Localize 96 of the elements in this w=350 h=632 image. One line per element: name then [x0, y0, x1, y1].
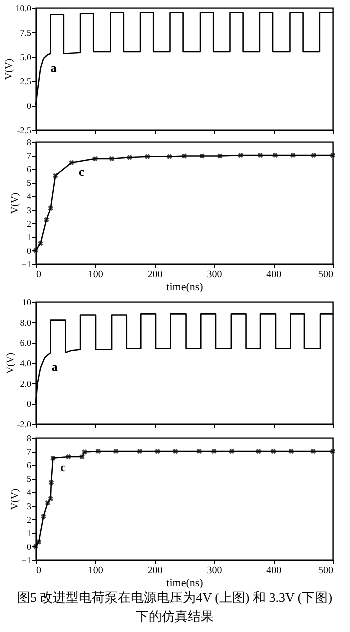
point [114, 448, 119, 454]
y-axis-title: V(V) [10, 488, 21, 510]
y-tick-label: 0 [27, 101, 32, 112]
point [137, 448, 143, 454]
y-tick-label: 10.0 [16, 4, 32, 14]
point [330, 152, 336, 158]
x-tick-label: 500 [318, 270, 334, 280]
x-tick-label: 200 [148, 566, 163, 576]
y-tick-label: 5 [27, 178, 32, 188]
y-tick-label: 0 [27, 399, 32, 410]
y-tick-label: 1 [27, 528, 32, 538]
x-tick-label: 0 [36, 270, 42, 280]
y-tick-label: 8 [27, 434, 32, 444]
point [41, 514, 46, 520]
caption: 图5 改进型电荷泵在电源电压为4V (上图) 和 3.3V (下图) 下的仿真结果 [16, 589, 334, 626]
point [69, 160, 74, 166]
y-tick-label: 4 [27, 488, 32, 498]
y-tick-label: −1 [22, 260, 32, 270]
point [330, 448, 336, 454]
x-tick-label: 100 [88, 270, 104, 280]
point [200, 154, 205, 159]
point [44, 217, 50, 223]
y-axis-title: V(V) [4, 58, 15, 80]
x-tick-label: 300 [207, 566, 222, 576]
y-tick-label: -2.5 [17, 126, 32, 136]
point [48, 480, 54, 486]
point [270, 448, 276, 454]
point [290, 152, 296, 158]
y-tick-label: 7 [27, 447, 32, 458]
point [311, 152, 317, 158]
y-tick-label: 0 [27, 246, 32, 256]
point [96, 448, 101, 454]
point [238, 152, 244, 158]
point [310, 448, 316, 454]
point [48, 206, 54, 212]
point [212, 448, 217, 454]
annotation: c [60, 460, 67, 474]
y-tick-label: 2.0 [20, 378, 32, 389]
x-tick-label: 0 [36, 566, 42, 576]
y-tick-label: 7 [27, 151, 32, 162]
point [172, 448, 178, 454]
point [167, 154, 172, 160]
y-tick-label: 8.0 [20, 318, 32, 328]
point [256, 448, 262, 454]
annotation: c [78, 165, 85, 180]
x-tick-label: 500 [318, 566, 334, 576]
y-tick-label: 10 [22, 298, 32, 308]
y-tick-label: 6 [27, 460, 32, 471]
point [196, 448, 202, 454]
annotation: a [50, 60, 57, 75]
y-tick-label: 2 [27, 218, 32, 229]
x-axis-title: time(ns) [166, 578, 204, 590]
y-tick-label: 6.0 [20, 338, 32, 348]
point [155, 448, 160, 454]
point [218, 154, 223, 159]
y-tick-label: 4 [27, 192, 32, 202]
y-tick-label: 0 [27, 542, 32, 552]
y-tick-label: 5.0 [20, 52, 32, 62]
x-tick-label: 400 [266, 270, 282, 280]
y-tick-label: 3 [27, 205, 32, 216]
annotation: a [52, 360, 58, 374]
point [52, 173, 58, 179]
y-tick-label: 8 [27, 138, 32, 148]
y-tick-label: 7.5 [20, 28, 32, 38]
point [258, 152, 264, 158]
point [229, 448, 235, 454]
y-tick-label: −1 [22, 556, 32, 566]
point [288, 448, 294, 454]
point [50, 456, 56, 461]
point [48, 496, 54, 502]
x-tick-label: 300 [207, 270, 222, 280]
x-tick-label: 100 [88, 566, 104, 576]
y-tick-label: 6 [27, 164, 32, 175]
y-tick-label: -2.0 [17, 420, 32, 430]
point [80, 454, 85, 460]
y-tick-label: 5 [27, 474, 32, 484]
point [45, 500, 50, 506]
y-tick-label: 1 [27, 232, 32, 242]
point [127, 154, 132, 160]
x-tick-label: 400 [266, 566, 282, 576]
y-tick-label: 4.0 [20, 358, 32, 368]
point [182, 154, 188, 159]
y-axis-title: V(V) [10, 192, 21, 214]
point [92, 156, 98, 162]
point [82, 450, 88, 455]
point [109, 156, 115, 162]
y-tick-label: 2.5 [20, 76, 32, 87]
point [272, 152, 278, 158]
x-tick-label: 200 [148, 270, 163, 280]
point [38, 241, 44, 246]
y-tick-label: 2 [27, 514, 32, 525]
point [66, 454, 72, 460]
y-axis-title: V(V) [5, 352, 16, 374]
x-axis-title: time(ns) [166, 282, 204, 294]
y-tick-label: 3 [27, 501, 32, 512]
point [145, 154, 150, 160]
